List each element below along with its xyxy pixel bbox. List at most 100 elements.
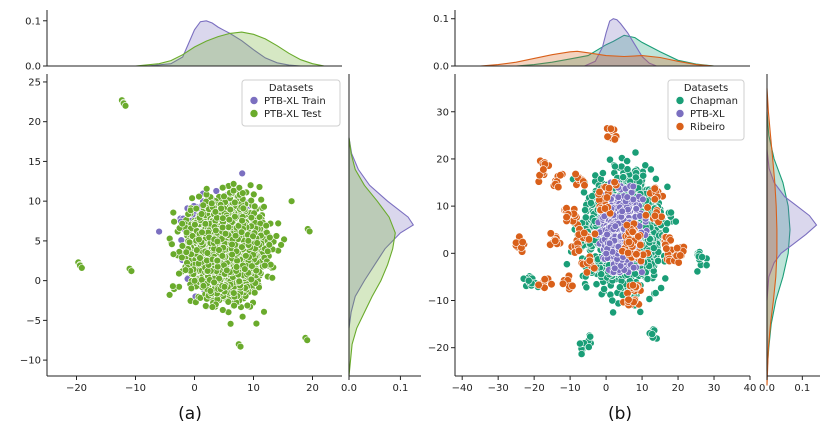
scatter-point-ptb-xl-test (253, 239, 261, 247)
scatter-point-ptb-xl-test (226, 320, 235, 328)
scatter-point-ptb-xl-test (235, 277, 243, 285)
scatter-point-ptb-xl-test (252, 266, 260, 275)
scatter-point-ptb-xl-test (251, 289, 259, 297)
scatter-point-chapman (647, 165, 655, 174)
scatter-point-chapman (641, 161, 650, 170)
scatter-point-ptb-xl-test (211, 208, 220, 216)
legend-label: PTB-XL Test (264, 109, 321, 120)
scatter-point-ptb-xl-test (248, 262, 256, 270)
scatter-point-ptb-xl-test (247, 213, 256, 222)
top-kde-tick-label: 0.1 (25, 16, 41, 27)
right-kde-area-1 (348, 137, 396, 377)
x-tick-label: 20 (306, 383, 319, 394)
scatter-point-ptb-xl-test (262, 222, 270, 230)
scatter-point-ptb-xl-test (193, 246, 201, 254)
scatter-point-ptb-xl-test (230, 289, 238, 297)
scatter-point-ptb-xl-test (231, 213, 239, 221)
scatter-point-chapman (563, 260, 571, 269)
scatter-point-chapman (661, 274, 670, 283)
scatter-point-ptb-xl-test (237, 228, 246, 236)
right-kde-tick-label: 0.0 (759, 383, 775, 394)
scatter-point-ptb-xl-test (238, 217, 246, 225)
top-kde-a: 0.0 0.1 (25, 10, 342, 73)
scatter-point-chapman (591, 171, 600, 180)
scatter-point-ptb-xl-test (127, 267, 136, 275)
right-kde-a: 0.0 0.1 (341, 74, 421, 394)
scatter-point-ptb-xl-test (242, 252, 250, 260)
scatter-point-ptb-xl-test (188, 194, 196, 202)
scatter-point-ptb-xl-test (272, 232, 281, 240)
top-kde-area-1 (135, 31, 325, 67)
scatter-point-ptb-xl-test (182, 248, 191, 256)
scatter-point-ptb-xl-test (178, 253, 186, 262)
y-tick-label: 5 (35, 236, 41, 247)
scatter-point-chapman (651, 289, 660, 297)
scatter-point-ptb-xl-test (178, 220, 186, 228)
scatter-point-chapman (652, 174, 660, 183)
scatter-point-ptb-xl-test (255, 183, 264, 191)
scatter-point-ptb-xl-test (303, 336, 311, 344)
top-kde-area-2 (480, 50, 715, 67)
scatter-point-chapman (600, 285, 608, 293)
scatter-point-ptb-xl-test (182, 228, 191, 237)
scatter-point-ptb-xl-test (212, 226, 220, 235)
scatter-point-ptb-xl-test (208, 303, 217, 311)
right-kde-tick-label: 0.1 (794, 383, 810, 394)
scatter-point-ptb-xl-test (206, 287, 215, 295)
scatter-point-chapman (606, 155, 614, 164)
legend-title: Datasets (269, 83, 313, 94)
scatter-point-ptb-xl-test (199, 282, 208, 290)
scatter-point-ptb-xl-test (236, 342, 245, 351)
scatter-point-ptb-xl-test (249, 232, 257, 240)
scatter-point-ptb-xl-test (274, 219, 282, 228)
scatter-point-ptb-xl-test (223, 266, 231, 274)
y-tick-label: 0 (35, 276, 41, 287)
panel-a: 0.00.1 0.0 0.1 −20 −10 0 10 20−10−50510152025… (20, 10, 421, 424)
scatter-point-ptb-xl-test (234, 222, 243, 230)
scatter-point-ptb-xl-test (202, 302, 210, 310)
scatter-point-ptb-xl-test (243, 301, 252, 310)
scatter-point-ptb-xl-test (260, 203, 268, 211)
legend-marker (249, 109, 259, 118)
scatter-point-ptb-xl-test (195, 235, 203, 244)
scatter-point-ptb-xl-test (250, 190, 258, 199)
top-kde-tick-label: 0.1 (433, 14, 449, 25)
scatter-point-ptb-xl-test (229, 187, 238, 195)
right-kde-b: 0.0 0.1 (759, 74, 820, 394)
y-tick-label: 15 (28, 157, 41, 168)
scatter-point-chapman (623, 165, 632, 174)
scatter-point-ptb-xl-test (213, 237, 222, 246)
right-kde-tick-label: 0.0 (341, 383, 357, 394)
top-kde-tick-label: 0.0 (25, 62, 41, 73)
scatter-point-ptb-xl-test (221, 230, 230, 238)
scatter-point-ptb-xl-train (238, 169, 246, 178)
scatter-point-chapman (580, 188, 588, 197)
right-kde-tick-label: 0.1 (392, 383, 408, 394)
scatter-point-ptb-xl-test (78, 264, 86, 272)
scatter-point-ptb-xl-test (257, 196, 265, 204)
scatter-plot-b (511, 124, 711, 358)
top-kde-tick-label: 0.0 (433, 62, 449, 73)
scatter-point-ptb-xl-test (195, 192, 203, 201)
y-tick-label: 20 (28, 117, 41, 128)
scatter-point-ptb-xl-test (208, 199, 216, 208)
y-tick-label: 25 (28, 77, 41, 88)
scatter-point-ptb-xl-test (203, 185, 211, 193)
scatter-point-ptb-xl-test (277, 241, 285, 249)
scatter-point-ptb-xl-test (252, 319, 261, 328)
scatter-point-ptb-xl-test (244, 237, 253, 245)
x-tick-label: −20 (66, 383, 87, 394)
scatter-point-chapman (657, 284, 665, 292)
scatter-point-ptb-xl-test (246, 181, 255, 189)
scatter-point-ptb-xl-test (181, 266, 190, 274)
scatter-point-ptb-xl-test (190, 277, 199, 285)
scatter-point-ptb-xl-test (264, 247, 272, 256)
scatter-point-ptb-xl-test (191, 221, 199, 229)
scatter-point-chapman (631, 148, 640, 157)
scatter-point-chapman (592, 280, 601, 289)
scatter-point-ptb-xl-train (155, 227, 163, 236)
scatter-point-ptb-xl-test (215, 274, 223, 283)
scatter-point-chapman (636, 307, 645, 316)
top-kde-b: 0.0 0.1 (433, 10, 750, 73)
